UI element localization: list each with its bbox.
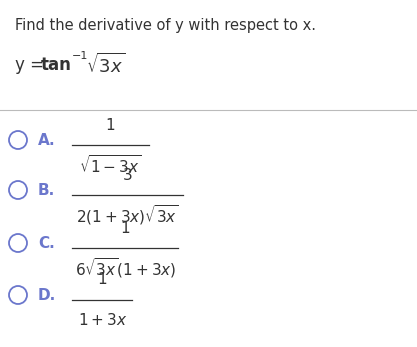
Text: B.: B. <box>38 183 55 197</box>
Text: tan: tan <box>41 56 72 74</box>
Text: y =: y = <box>15 56 49 74</box>
Text: −1: −1 <box>72 51 88 61</box>
Text: Find the derivative of y with respect to x.: Find the derivative of y with respect to… <box>15 18 316 33</box>
Text: $6\sqrt{3x}(1+3x)$: $6\sqrt{3x}(1+3x)$ <box>75 256 176 280</box>
Text: $\sqrt{1-3x}$: $\sqrt{1-3x}$ <box>79 154 142 176</box>
Text: 1: 1 <box>106 118 116 133</box>
Text: D.: D. <box>38 288 56 303</box>
Text: $2(1+3x)\sqrt{3x}$: $2(1+3x)\sqrt{3x}$ <box>76 203 178 227</box>
Text: A.: A. <box>38 133 55 147</box>
Text: 1: 1 <box>121 220 130 236</box>
Text: 1: 1 <box>98 272 107 288</box>
Text: 3: 3 <box>122 168 132 183</box>
Text: C.: C. <box>38 236 55 251</box>
Text: $1+3x$: $1+3x$ <box>78 312 127 328</box>
Text: $\sqrt{3x}$: $\sqrt{3x}$ <box>86 53 125 77</box>
